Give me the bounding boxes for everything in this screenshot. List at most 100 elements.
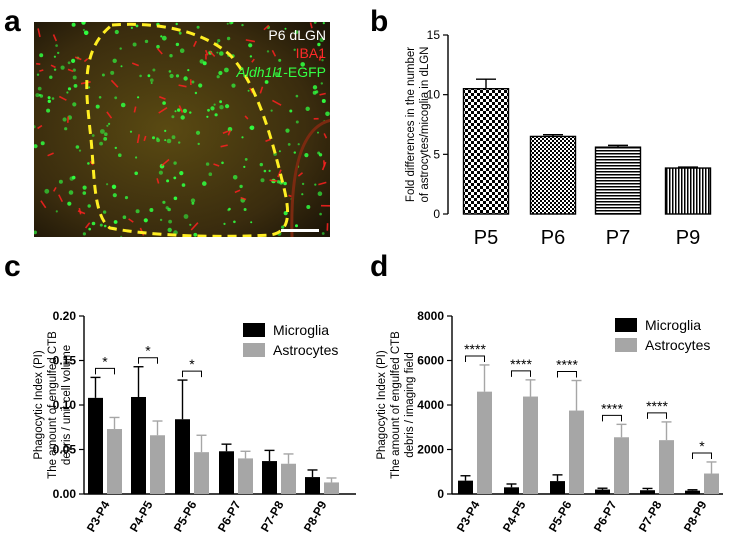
- astrocyte-cell: [319, 37, 324, 42]
- panel-letter-b: b: [370, 5, 388, 38]
- astrocyte-cell: [49, 75, 53, 79]
- y-axis-label: Fold differences in the number of astrocy…: [405, 47, 431, 203]
- astrocyte-cell: [294, 30, 299, 34]
- astrocyte-cell: [232, 175, 238, 180]
- y-tick-label: 0.15: [53, 354, 77, 368]
- astrocyte-cell: [162, 200, 166, 204]
- x-tick-label: P6: [541, 227, 565, 249]
- microglia-cell: [269, 179, 278, 182]
- astrocyte-cell: [167, 227, 172, 233]
- astrocyte-cell: [73, 84, 78, 88]
- astrocyte-cell: [67, 61, 71, 65]
- astrocyte-cell: [217, 39, 221, 43]
- astrocyte-cell: [68, 190, 74, 195]
- astrocyte-cell: [64, 127, 68, 131]
- astrocyte-cell: [183, 76, 188, 81]
- astrocyte-cell: [55, 210, 58, 213]
- microglia-cell: [39, 69, 44, 72]
- bar-astrocytes: [107, 429, 122, 494]
- astrocyte-cell: [129, 130, 133, 133]
- astrocyte-cell: [179, 171, 184, 176]
- significance-bracket: [557, 371, 577, 378]
- astrocyte-cell: [150, 78, 154, 82]
- astrocyte-cell: [227, 208, 230, 212]
- significance-bracket: [692, 452, 712, 459]
- astrocyte-cell: [219, 105, 224, 110]
- microglia-cell: [133, 106, 137, 113]
- astrocyte-cell: [135, 24, 139, 28]
- significance-marker: ****: [601, 400, 623, 416]
- astrocyte-cell: [297, 143, 300, 146]
- astrocyte-cell: [152, 136, 155, 140]
- astrocyte-cell: [233, 220, 236, 224]
- astrocyte-cell: [147, 74, 151, 78]
- significance-marker: *: [102, 353, 108, 369]
- microglia-cell: [220, 144, 228, 148]
- astrocyte-cell: [223, 222, 226, 225]
- astrocyte-cell: [174, 110, 177, 113]
- significance-marker: ****: [556, 357, 578, 373]
- astrocyte-cell: [160, 35, 163, 38]
- astrocyte-cell: [312, 85, 318, 90]
- astrocyte-cell: [210, 106, 215, 111]
- astrocyte-cell: [44, 188, 50, 194]
- astrocyte-cell: [301, 182, 305, 186]
- astrocyte-cell: [120, 235, 123, 237]
- astrocyte-cell: [82, 185, 87, 190]
- astrocyte-cell: [88, 86, 91, 89]
- astrocyte-cell: [274, 72, 280, 77]
- microglia-cell: [227, 129, 232, 136]
- x-tick-label: P7-P8: [258, 498, 287, 534]
- astrocyte-cell: [119, 47, 122, 50]
- chart-c: 0.00 0.05 0.10 0.15 0.20 * P3-P4 * P4-P5 * P5-P6 P6…: [33, 309, 356, 534]
- astrocyte-cell: [175, 74, 180, 78]
- micrograph-label-iba1: IBA1: [296, 45, 327, 61]
- microglia-cell: [74, 56, 82, 61]
- astrocyte-cell: [284, 27, 287, 30]
- microglia-cell: [265, 138, 271, 142]
- microglia-cell: [50, 64, 56, 69]
- astrocyte-cell: [318, 153, 323, 157]
- astrocyte-cell: [293, 151, 296, 154]
- astrocyte-cell: [72, 75, 77, 80]
- astrocyte-cell: [278, 150, 281, 153]
- microglia-cell: [161, 158, 170, 167]
- microglia-cell: [47, 152, 54, 157]
- astrocyte-cell: [226, 36, 231, 41]
- astrocyte-cell: [264, 80, 269, 84]
- bar-astrocytes: [150, 435, 165, 494]
- astrocyte-cell: [51, 97, 55, 100]
- astrocyte-cell: [189, 223, 192, 226]
- bar-astrocytes: [704, 473, 719, 494]
- astrocyte-cell: [180, 115, 185, 120]
- astrocyte-cell: [317, 131, 319, 134]
- astrocyte-cell: [40, 141, 45, 146]
- microglia-cell: [178, 84, 187, 88]
- astrocyte-cell: [83, 30, 89, 36]
- astrocyte-cell: [165, 206, 169, 210]
- astrocyte-cell: [195, 130, 201, 135]
- astrocyte-cell: [175, 22, 178, 26]
- astrocyte-cell: [95, 104, 100, 109]
- significance-bracket: [647, 412, 667, 419]
- astrocyte-cell: [216, 75, 220, 79]
- astrocyte-cell: [295, 94, 299, 98]
- astrocyte-cell: [173, 176, 177, 180]
- astrocyte-cell: [112, 58, 117, 63]
- astrocyte-cell: [166, 179, 170, 183]
- astrocyte-cell: [190, 198, 196, 203]
- astrocyte-cell: [206, 115, 209, 118]
- x-tick-label: P3-P4: [454, 498, 483, 534]
- astrocyte-cell: [114, 96, 118, 100]
- astrocyte-cell: [91, 134, 95, 137]
- astrocyte-cell: [166, 138, 172, 144]
- astrocyte-cell: [306, 205, 311, 209]
- panel-letter-a: a: [4, 5, 21, 38]
- legend-label-astrocytes: Astrocytes: [645, 337, 710, 353]
- microglia-cell: [128, 218, 134, 223]
- astrocyte-cell: [101, 73, 105, 77]
- astrocyte-cell: [312, 90, 317, 95]
- microglia-cell: [58, 95, 67, 101]
- bar-microglia: [685, 490, 700, 494]
- astrocyte-cell: [287, 143, 291, 146]
